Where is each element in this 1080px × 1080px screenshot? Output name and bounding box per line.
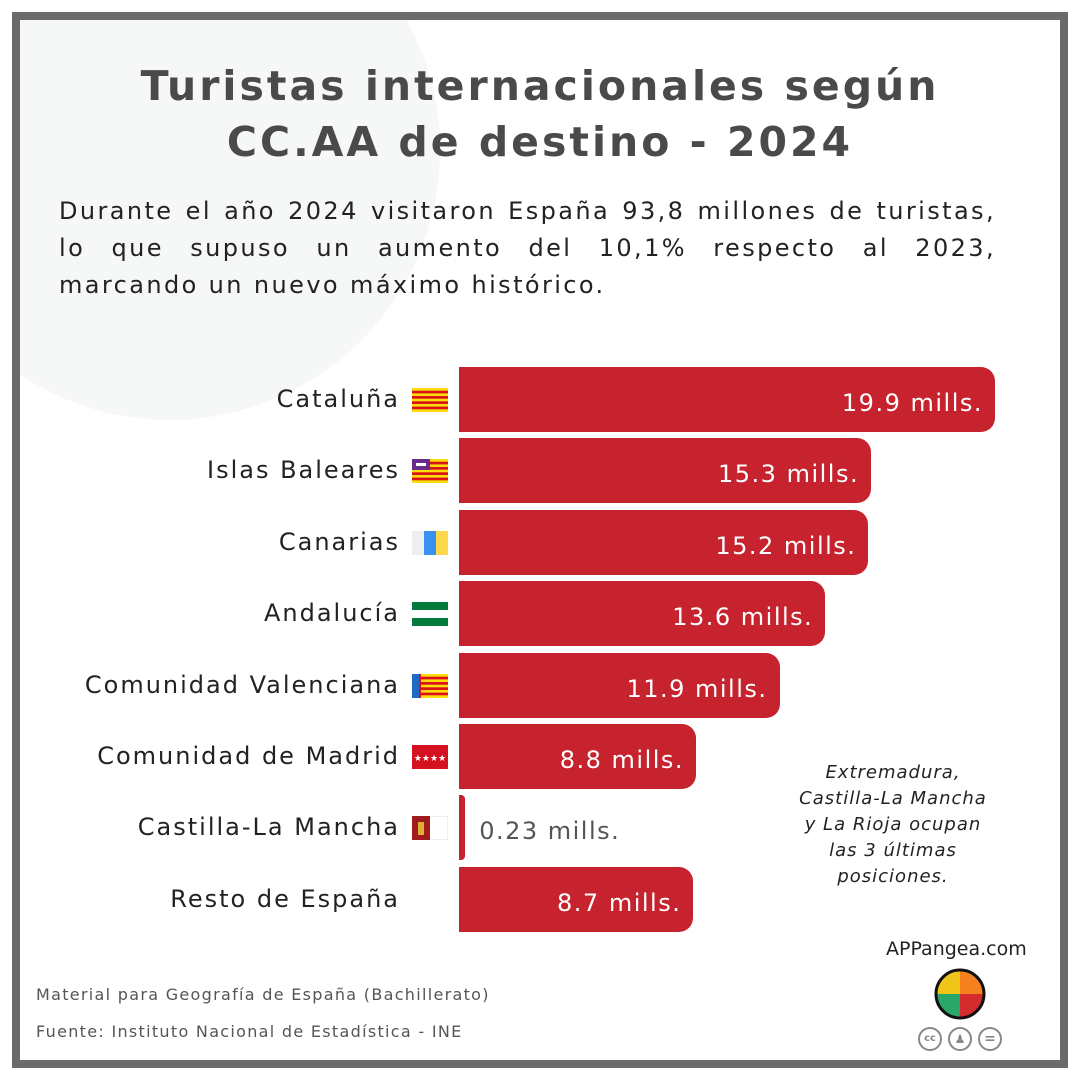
note-line: las 3 últimas <box>829 840 957 861</box>
valencia-flag-icon <box>412 673 448 698</box>
category-label: Canarias <box>278 527 400 556</box>
category-label: Islas Baleares <box>206 456 400 485</box>
note-line: y La Rioja ocupan <box>804 814 982 835</box>
note-line: posiciones. <box>837 866 949 887</box>
bar <box>459 652 780 718</box>
cc-license: cc ♟ = <box>918 1027 1002 1051</box>
bar <box>459 509 869 575</box>
bar <box>459 581 826 647</box>
data-label: 8.8 mills. <box>559 746 685 774</box>
svg-text:★★★★: ★★★★ <box>414 754 446 764</box>
category-label: Comunidad de Madrid <box>97 742 400 770</box>
title-line-1: Turistas internacionales según <box>140 62 940 110</box>
title-line-2: CC.AA de destino - 2024 <box>226 118 854 166</box>
data-label: 8.7 mills. <box>557 888 682 917</box>
data-label: 13.6 mills. <box>672 603 814 632</box>
bar <box>459 795 466 861</box>
bar <box>459 438 872 504</box>
note-line: Castilla-La Mancha <box>799 788 987 809</box>
chart-note: Extremadura, Castilla-La Mancha y La Rio… <box>770 760 1016 890</box>
description: Durante el año 2024 visitaron España 93,… <box>59 197 996 299</box>
canarias-flag-icon <box>412 530 448 555</box>
castilla-la-mancha-flag-icon <box>412 816 448 841</box>
category-label: Cataluña <box>276 385 400 413</box>
bar <box>459 367 995 432</box>
madrid-flag-icon: ★★★★ <box>412 745 448 769</box>
category-label: Castilla-La Mancha <box>137 813 400 842</box>
cc-icon: cc <box>918 1027 942 1051</box>
nd-icon: = <box>978 1027 1002 1051</box>
cataluna-flag-icon <box>412 388 448 412</box>
data-label: 15.2 mills. <box>715 531 857 560</box>
puzzle-logo-icon <box>934 968 986 1020</box>
by-icon: ♟ <box>948 1027 972 1051</box>
andalucia-flag-icon <box>412 602 448 627</box>
brand-link[interactable]: APPangea.com <box>886 938 1027 960</box>
page-title: Turistas internacionales según CC.AA de … <box>0 58 1080 170</box>
data-label: 11.9 mills. <box>626 674 768 703</box>
source-text: Fuente: Instituto Nacional de Estadístic… <box>36 1022 463 1041</box>
bar <box>459 866 694 932</box>
data-label: 0.23 mills. <box>479 817 621 846</box>
baleares-flag-icon <box>412 459 448 484</box>
category-label: Comunidad Valenciana <box>84 670 400 699</box>
data-label: 15.3 mills. <box>718 460 860 489</box>
data-label: 19.9 mills. <box>841 389 983 417</box>
note-line: Extremadura, <box>825 762 961 783</box>
category-label: Resto de España <box>170 884 400 913</box>
material-text: Material para Geografía de España (Bachi… <box>36 985 490 1004</box>
category-label: Andalucía <box>263 599 400 628</box>
bar <box>459 724 697 789</box>
